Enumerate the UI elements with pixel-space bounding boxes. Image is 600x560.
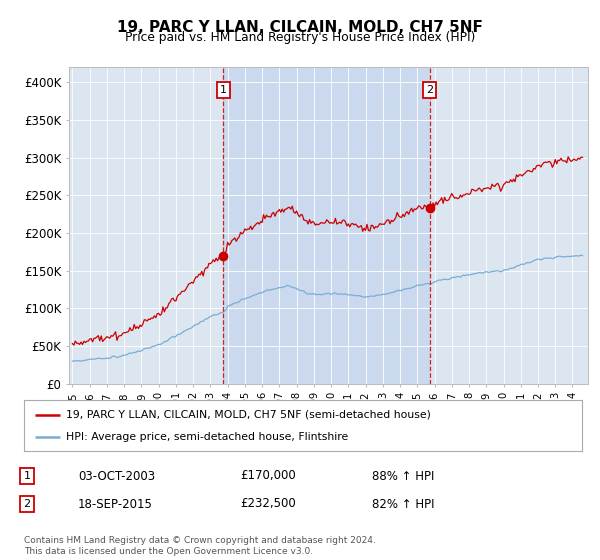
- Bar: [223, 67, 430, 384]
- Text: £232,500: £232,500: [240, 497, 296, 511]
- Text: 2: 2: [23, 499, 31, 509]
- Text: £170,000: £170,000: [240, 469, 296, 483]
- Text: 2: 2: [426, 85, 433, 95]
- Text: HPI: Average price, semi-detached house, Flintshire: HPI: Average price, semi-detached house,…: [66, 432, 348, 442]
- Text: 03-OCT-2003: 03-OCT-2003: [78, 469, 155, 483]
- Text: 1: 1: [220, 85, 227, 95]
- Text: 82% ↑ HPI: 82% ↑ HPI: [372, 497, 434, 511]
- Text: 18-SEP-2015: 18-SEP-2015: [78, 497, 153, 511]
- Text: 88% ↑ HPI: 88% ↑ HPI: [372, 469, 434, 483]
- Text: Contains HM Land Registry data © Crown copyright and database right 2024.
This d: Contains HM Land Registry data © Crown c…: [24, 536, 376, 556]
- Text: Price paid vs. HM Land Registry's House Price Index (HPI): Price paid vs. HM Land Registry's House …: [125, 31, 475, 44]
- Text: 19, PARC Y LLAN, CILCAIN, MOLD, CH7 5NF: 19, PARC Y LLAN, CILCAIN, MOLD, CH7 5NF: [117, 20, 483, 35]
- Text: 19, PARC Y LLAN, CILCAIN, MOLD, CH7 5NF (semi-detached house): 19, PARC Y LLAN, CILCAIN, MOLD, CH7 5NF …: [66, 409, 431, 419]
- Text: 1: 1: [23, 471, 31, 481]
